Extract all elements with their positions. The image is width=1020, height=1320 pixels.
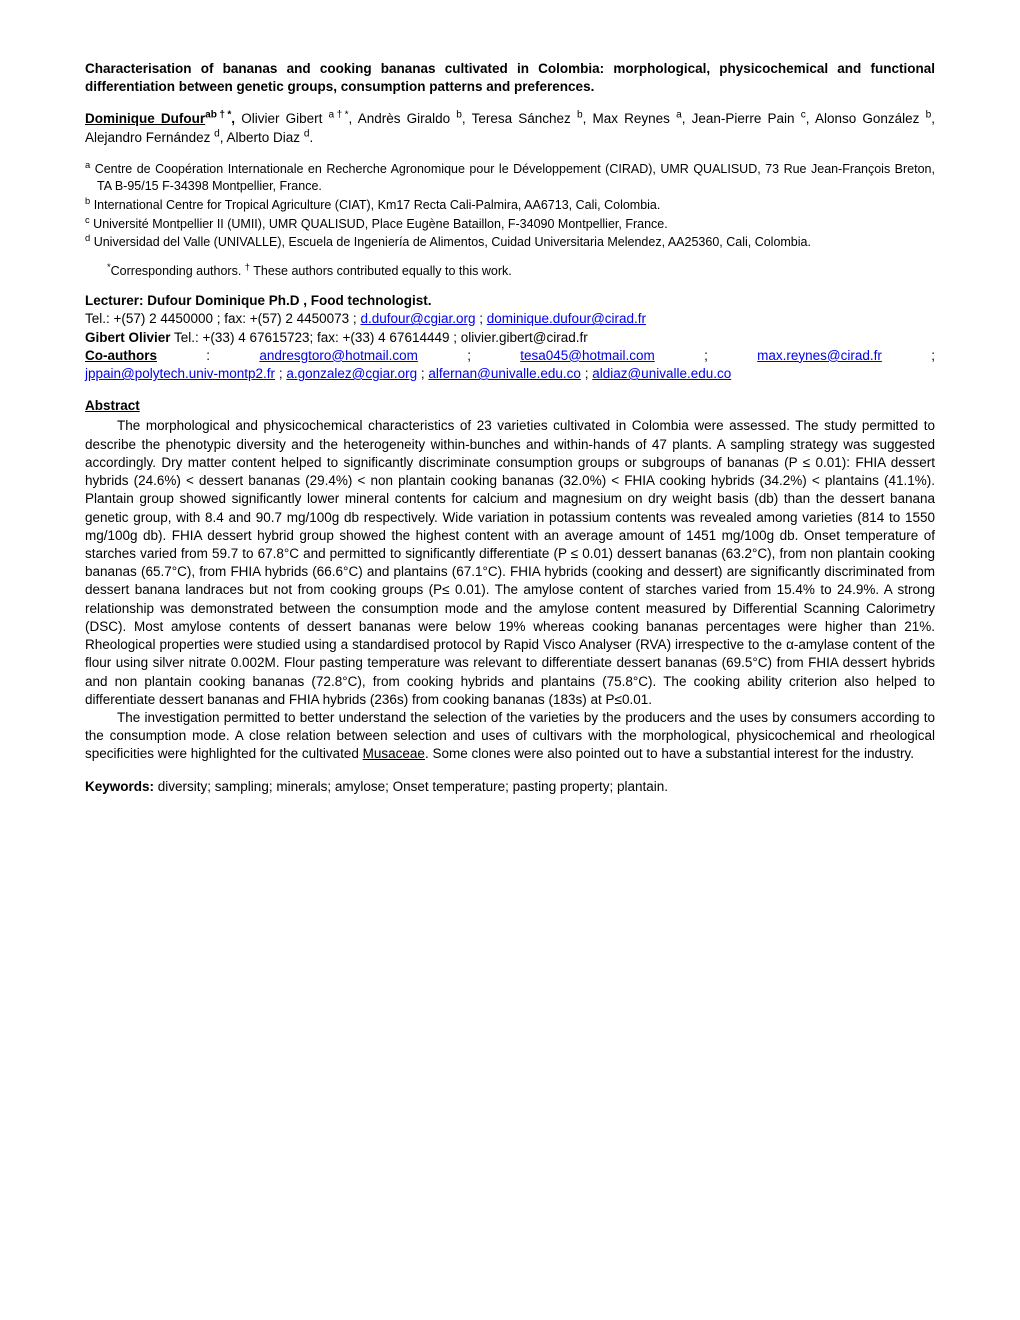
keywords: Keywords: diversity; sampling; minerals;… bbox=[85, 778, 935, 796]
lead-author: Dominique Dufour bbox=[85, 111, 205, 126]
lecturer-line: Lecturer: Dufour Dominique Ph.D , Food t… bbox=[85, 292, 935, 310]
author-8-sup: d bbox=[214, 128, 220, 139]
email-link[interactable]: d.dufour@cgiar.org bbox=[360, 311, 475, 326]
email-link[interactable]: a.gonzalez@cgiar.org bbox=[286, 366, 417, 381]
lead-author-sup: ab†* bbox=[205, 110, 231, 121]
affiliation-b: b International Centre for Tropical Agri… bbox=[85, 197, 935, 214]
affiliations: a Centre de Coopération Internationale e… bbox=[85, 161, 935, 251]
email-link[interactable]: alfernan@univalle.edu.co bbox=[428, 366, 581, 381]
musaceae: Musaceae bbox=[363, 746, 425, 761]
coauthors-line-2: jppain@polytech.univ-montp2.fr ; a.gonza… bbox=[85, 365, 935, 383]
author-5-sup: a bbox=[676, 110, 682, 121]
authors-line: Dominique Dufourab†*, Olivier Gibert a†*… bbox=[85, 110, 935, 146]
email-link[interactable]: dominique.dufour@cirad.fr bbox=[487, 311, 646, 326]
email-link[interactable]: aldiaz@univalle.edu.co bbox=[592, 366, 731, 381]
author-9-sup: d bbox=[304, 128, 310, 139]
abstract-paragraph-2: The investigation permitted to better un… bbox=[85, 709, 935, 764]
author-6-sup: c bbox=[801, 110, 806, 121]
author-4-sup: b bbox=[577, 110, 583, 121]
affiliation-a: a Centre de Coopération Internationale e… bbox=[85, 161, 935, 195]
author-2: Olivier Gibert bbox=[241, 111, 322, 126]
email-link[interactable]: tesa045@hotmail.com bbox=[520, 348, 655, 363]
author-7-sup: b bbox=[926, 110, 932, 121]
affiliation-d: d Universidad del Valle (UNIVALLE), Escu… bbox=[85, 234, 935, 251]
lecturer-contact: Tel.: +(57) 2 4450000 ; fax: +(57) 2 445… bbox=[85, 310, 935, 328]
abstract-paragraph-1: The morphological and physicochemical ch… bbox=[85, 417, 935, 709]
email-link[interactable]: andresgtoro@hotmail.com bbox=[259, 348, 418, 363]
coauthors-line-1: Co-authors : andresgtoro@hotmail.com ; t… bbox=[85, 347, 935, 365]
author-7: Alonso González bbox=[815, 111, 919, 126]
corresponding-note: *Corresponding authors. † These authors … bbox=[107, 263, 935, 280]
author-9: Alberto Diaz bbox=[227, 130, 301, 145]
gibert-contact: Gibert Olivier Tel.: +(33) 4 67615723; f… bbox=[85, 329, 935, 347]
author-6: Jean-Pierre Pain bbox=[692, 111, 795, 126]
email-link[interactable]: jppain@polytech.univ-montp2.fr bbox=[85, 366, 275, 381]
author-3: Andrès Giraldo bbox=[358, 111, 450, 126]
abstract-heading: Abstract bbox=[85, 397, 935, 415]
author-8: Alejandro Fernández bbox=[85, 130, 210, 145]
email-link[interactable]: max.reynes@cirad.fr bbox=[757, 348, 882, 363]
contact-block: Lecturer: Dufour Dominique Ph.D , Food t… bbox=[85, 292, 935, 383]
affiliation-c: c Université Montpellier II (UMII), UMR … bbox=[85, 216, 935, 233]
author-4: Teresa Sánchez bbox=[472, 111, 571, 126]
paper-title: Characterisation of bananas and cooking … bbox=[85, 60, 935, 96]
author-5: Max Reynes bbox=[592, 111, 669, 126]
author-3-sup: b bbox=[456, 110, 462, 121]
author-2-sup: a†* bbox=[329, 110, 349, 121]
